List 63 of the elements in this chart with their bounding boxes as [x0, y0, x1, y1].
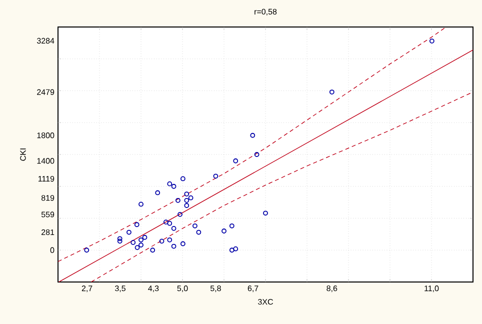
point — [184, 198, 190, 203]
point — [167, 181, 172, 186]
y-tick-label: 3284 — [36, 38, 54, 44]
x-tick-label: 3,5 — [114, 286, 126, 292]
point — [429, 38, 434, 44]
x-tick-label: 5,0 — [177, 286, 188, 292]
y-tick-label: 1800 — [37, 132, 54, 138]
y-tick-label: 0 — [50, 247, 54, 253]
point — [159, 238, 164, 244]
point — [126, 230, 132, 235]
point — [229, 223, 234, 228]
point — [254, 152, 260, 157]
point — [167, 237, 172, 242]
point — [130, 240, 136, 245]
point — [196, 230, 202, 235]
point — [222, 228, 226, 234]
point — [84, 248, 90, 253]
x-tick-label: 8,6 — [326, 286, 338, 292]
point — [180, 176, 186, 182]
x-tick-label: 6,7 — [248, 286, 258, 292]
chart-title: r=0,58 — [254, 8, 277, 16]
point — [233, 158, 238, 164]
point — [171, 244, 176, 249]
y-tick-label: 819 — [41, 195, 54, 201]
point — [134, 245, 140, 250]
y-tick-label: 2479 — [37, 89, 54, 95]
point — [188, 195, 194, 200]
point — [178, 212, 182, 217]
point — [184, 192, 190, 196]
point — [117, 238, 122, 244]
point — [263, 210, 268, 216]
point — [184, 203, 190, 208]
point — [134, 222, 140, 228]
x-tick-label: 4,3 — [148, 286, 159, 292]
point — [171, 184, 176, 189]
point — [155, 190, 160, 196]
x-axis-title: 3XC — [258, 298, 273, 305]
line-series — [90, 92, 473, 282]
y-axis-title: CKI — [20, 148, 26, 161]
point — [138, 237, 144, 242]
point — [175, 198, 180, 203]
point — [233, 246, 238, 252]
point — [138, 202, 144, 207]
point — [180, 241, 186, 246]
point — [171, 226, 176, 231]
x-tick-label: 2,7 — [82, 286, 92, 292]
y-tick-label: 559 — [41, 212, 54, 218]
point — [150, 248, 156, 253]
point — [192, 223, 198, 228]
y-tick-label: 1119 — [38, 176, 54, 182]
point — [329, 90, 334, 94]
point — [117, 236, 122, 242]
point — [142, 234, 148, 240]
y-tick-label: 281 — [42, 229, 54, 236]
point — [213, 174, 218, 179]
point — [163, 220, 168, 225]
x-tick-label: 11,0 — [424, 286, 439, 292]
point — [138, 242, 144, 248]
x-tick-label: 5,8 — [210, 286, 221, 292]
point — [250, 132, 256, 138]
point — [229, 248, 234, 253]
y-tick-label: 1400 — [37, 158, 54, 164]
point — [167, 220, 172, 226]
